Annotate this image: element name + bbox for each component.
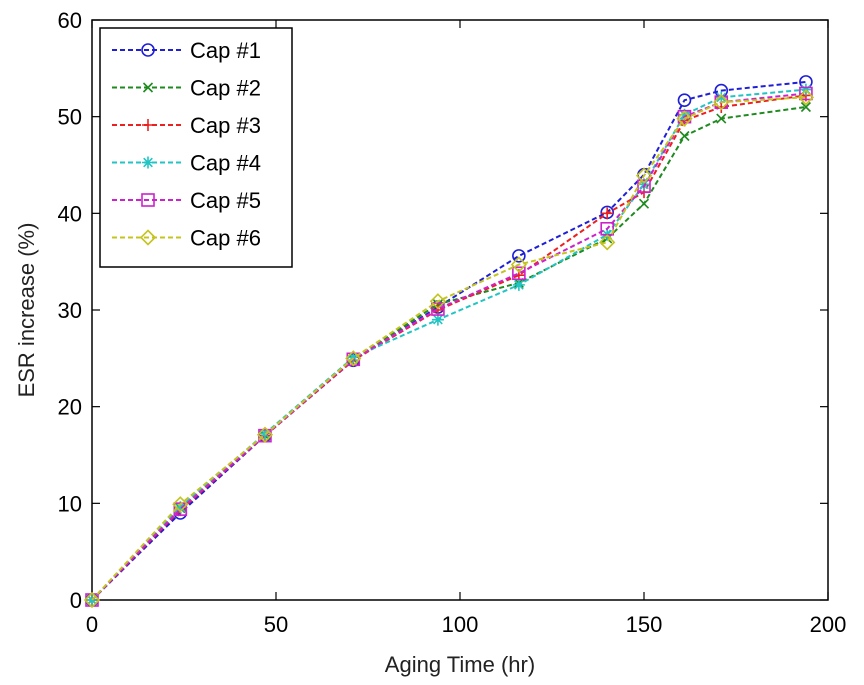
legend: Cap #1 Cap #2 Cap #3 Cap #4 Cap #5 Cap #6: [99, 27, 293, 268]
legend-label: Cap #1: [190, 38, 261, 63]
legend-label: Cap #2: [190, 76, 261, 101]
y-tick-label: 30: [58, 298, 82, 323]
data-point: [347, 351, 360, 364]
legend-label: Cap #6: [190, 226, 261, 251]
data-point: [799, 86, 813, 101]
data-point: [512, 266, 526, 281]
x-tick-label: 0: [86, 612, 98, 637]
data-point: [638, 198, 650, 209]
data-point: [141, 193, 155, 207]
x-axis-title: Aging Time (hr): [385, 652, 535, 677]
y-tick-label: 0: [70, 588, 82, 613]
legend-item: Cap #4: [112, 151, 261, 176]
data-point: [431, 313, 444, 326]
series-layer: [83, 75, 815, 609]
data-point: [512, 249, 526, 263]
x-tick-label: 100: [442, 612, 479, 637]
data-point: [510, 256, 528, 273]
data-point: [716, 113, 727, 124]
legend-label: Cap #5: [190, 188, 261, 213]
data-point: [345, 350, 362, 367]
data-point: [139, 229, 157, 246]
axis-ticks: 0 50 100 150 200 0 10 20 30 40 50 60: [58, 8, 847, 637]
legend-item: Cap #5: [112, 188, 261, 213]
series-line: [91, 96, 806, 601]
data-point: [715, 91, 728, 104]
data-point: [676, 110, 693, 127]
data-point: [679, 130, 690, 142]
data-point: [800, 101, 811, 113]
data-point: [637, 179, 651, 194]
data-point: [142, 156, 154, 169]
y-axis-title: ESR increase (%): [14, 223, 39, 398]
legend-item: Cap #2: [112, 76, 261, 101]
data-point: [601, 207, 614, 220]
data-point: [431, 302, 445, 316]
data-point: [429, 293, 447, 310]
data-point: [677, 93, 692, 108]
data-point: [141, 43, 155, 57]
legend-label: Cap #3: [190, 113, 261, 138]
y-tick-label: 10: [58, 491, 82, 516]
data-point: [713, 94, 730, 111]
x-tick-label: 200: [810, 612, 847, 637]
x-tick-label: 50: [264, 612, 288, 637]
y-tick-label: 50: [58, 105, 82, 130]
legend-item: Cap #6: [112, 226, 261, 251]
data-point: [678, 108, 691, 121]
data-point: [172, 496, 189, 513]
data-point: [256, 426, 274, 443]
data-point: [142, 119, 154, 131]
series-6: [83, 89, 815, 609]
y-tick-label: 60: [58, 8, 82, 33]
y-tick-label: 40: [58, 201, 82, 226]
data-point: [599, 234, 616, 251]
legend-label: Cap #4: [190, 151, 261, 176]
data-point: [174, 501, 187, 514]
data-point: [83, 591, 101, 609]
x-tick-label: 150: [626, 612, 663, 637]
y-tick-label: 20: [58, 395, 82, 420]
series-line: [91, 92, 807, 601]
data-point: [142, 82, 154, 93]
legend-box: [99, 27, 293, 268]
data-point: [635, 167, 653, 184]
legend-item: Cap #1: [112, 38, 261, 63]
legend-item: Cap #3: [112, 113, 261, 138]
data-point: [512, 278, 525, 291]
data-point: [797, 89, 815, 106]
